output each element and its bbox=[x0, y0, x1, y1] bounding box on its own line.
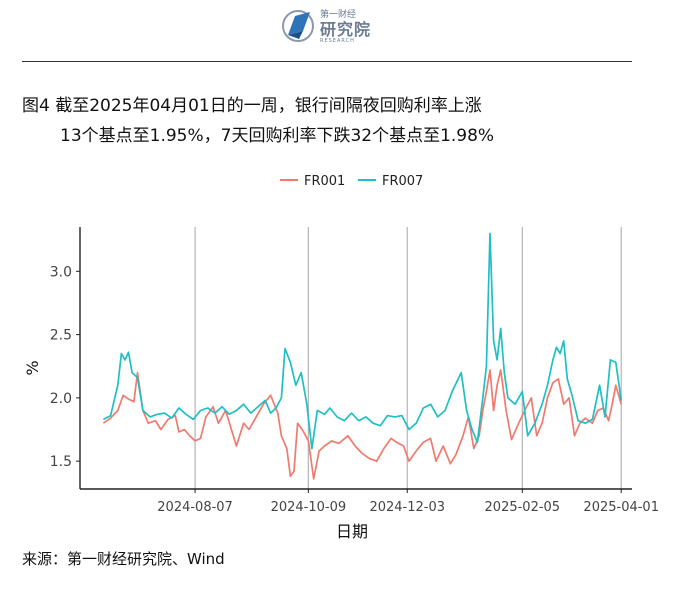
brand-logo: 第一财经 研究院 RESEARCH bbox=[282, 6, 402, 52]
legend-label-fr007: FR007 bbox=[382, 174, 423, 189]
y-tick-label: 1.5 bbox=[50, 454, 72, 470]
y-axis-title: % bbox=[23, 360, 42, 375]
logo-emblem-icon bbox=[282, 10, 314, 42]
x-axis-title: 日期 bbox=[336, 522, 368, 541]
line-chart: 1.5 2.0 2.5 3.0 2024-08-07 2024-10-09 2024-12-… bbox=[23, 174, 659, 541]
logo-text-main: 研究院 bbox=[320, 20, 372, 39]
x-tick-label: 2024-08-07 bbox=[157, 500, 233, 515]
source-note: 来源：第一财经研究院、Wind bbox=[22, 550, 225, 568]
logo-text-sub: RESEARCH bbox=[320, 38, 355, 44]
x-tick-label: 2024-12-03 bbox=[369, 500, 445, 515]
logo-text-top: 第一财经 bbox=[320, 10, 357, 20]
x-tick-label: 2024-10-09 bbox=[271, 500, 347, 515]
x-tick-label: 2025-02-05 bbox=[485, 500, 561, 515]
x-tick-label: 2025-04-01 bbox=[583, 500, 659, 515]
y-tick-label: 3.0 bbox=[50, 264, 72, 280]
figure-title-line2: 13个基点至1.95%，7天回购利率下跌32个基点至1.98% bbox=[60, 126, 495, 146]
series-line-fr001 bbox=[102, 369, 623, 480]
header-divider bbox=[22, 61, 632, 62]
y-tick-label: 2.5 bbox=[50, 328, 72, 344]
y-tick-label: 2.0 bbox=[50, 391, 72, 407]
series-line-fr007 bbox=[103, 232, 623, 450]
legend-label-fr001: FR001 bbox=[304, 174, 345, 189]
figure-title-line1: 图4 截至2025年04月01日的一周，银行间隔夜回购利率上涨 bbox=[22, 96, 482, 116]
